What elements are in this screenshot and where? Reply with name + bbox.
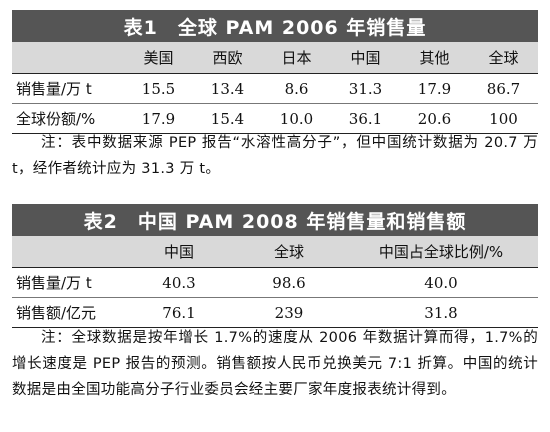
table-cell: 13.4: [210, 79, 245, 98]
table-1-header-blank: [12, 42, 124, 74]
table-2-title: 表2 中国 PAM 2008 年销售量和销售额: [83, 210, 467, 233]
row-label: 全球份额/%: [16, 110, 96, 128]
table-cell: 31.3: [348, 79, 383, 98]
table-cell: 40.0: [424, 273, 458, 292]
table-cell: 10.0: [279, 109, 314, 128]
table-1-header-west-europe: 西欧: [193, 42, 262, 74]
table-1-note: 注：表中数据来源 PEP 报告“水溶性高分子”，但中国统计数据为 20.7 万 …: [12, 135, 538, 177]
table-2: 表2 中国 PAM 2008 年销售量和销售额 中国 全球 中国占全球比例/% …: [12, 204, 538, 328]
table-cell: 20.6: [417, 109, 452, 128]
table-1: 表1 全球 PAM 2006 年销售量 美国 西欧 日本 中国 其他 全球 销售…: [12, 10, 538, 134]
table-1-title: 表1 全球 PAM 2006 年销售量: [123, 16, 427, 39]
table-2-header-china: 中国: [124, 236, 234, 268]
table-cell: 98.6: [272, 273, 306, 292]
table-cell: 76.1: [162, 303, 196, 322]
table-cell: 17.9: [141, 109, 176, 128]
table-1-header-global: 全球: [469, 42, 538, 74]
table-2-header-global: 全球: [234, 236, 344, 268]
table-row: 销售量/万 t 40.3 98.6 40.0: [12, 268, 538, 298]
table-2-header-china-share: 中国占全球比例/%: [344, 236, 538, 268]
table-1-header-other: 其他: [400, 42, 469, 74]
table-cell: 8.6: [284, 79, 309, 98]
table-cell: 239: [274, 303, 304, 322]
table-cell: 40.3: [162, 273, 196, 292]
table-cell: 15.5: [141, 79, 176, 98]
table-1-header-china: 中国: [331, 42, 400, 74]
table-cell: 86.7: [486, 79, 521, 98]
table-2-note: 注：全球数据是按年增长 1.7%的速度从 2006 年数据计算而得，1.7%的增…: [12, 330, 538, 398]
row-label: 销售量/万 t: [16, 80, 92, 98]
table-cell: 31.8: [424, 303, 458, 322]
row-label: 销售量/万 t: [16, 274, 92, 292]
table-cell: 17.9: [417, 79, 452, 98]
table-2-header-row: 中国 全球 中国占全球比例/%: [12, 236, 538, 268]
table-row: 全球份额/% 17.9 15.4 10.0 36.1 20.6 100: [12, 103, 538, 134]
row-label: 销售额/亿元: [16, 304, 97, 322]
table-row: 销售量/万 t 15.5 13.4 8.6 31.3 17.9 86.7: [12, 74, 538, 104]
table-cell: 100: [489, 109, 518, 128]
table-1-header-row: 美国 西欧 日本 中国 其他 全球: [12, 42, 538, 74]
table-1-header-japan: 日本: [262, 42, 331, 74]
table-1-header-usa: 美国: [124, 42, 193, 74]
table-cell: 15.4: [210, 109, 245, 128]
table-cell: 36.1: [348, 109, 383, 128]
table-row: 销售额/亿元 76.1 239 31.8: [12, 297, 538, 328]
table-2-header-blank: [12, 236, 124, 268]
